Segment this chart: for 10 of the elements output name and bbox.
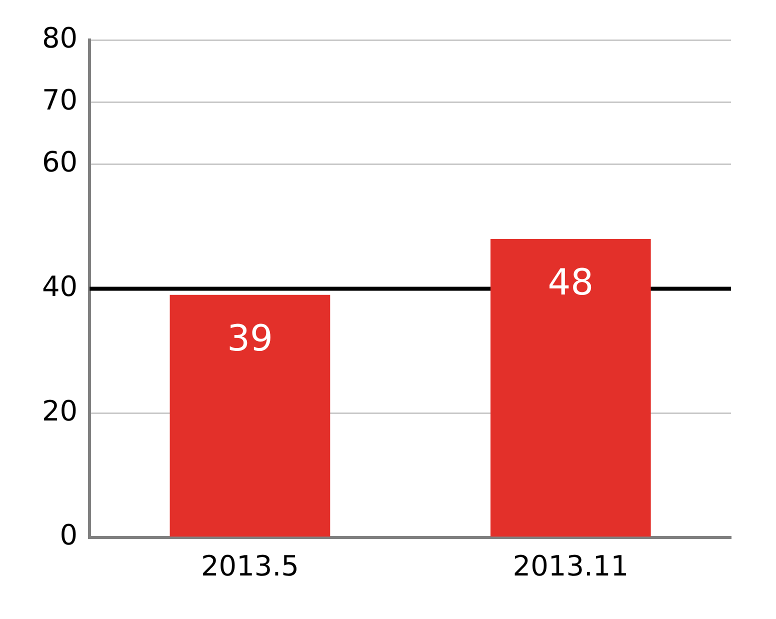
x-tick-label: 2013.5 (200, 549, 299, 582)
y-tick-label: 20 (42, 394, 78, 428)
data-label: 48 (548, 262, 594, 304)
y-tick-label: 80 (42, 21, 78, 54)
y-tick-label: 70 (42, 83, 78, 116)
data-label: 39 (227, 318, 273, 360)
y-tick-label: 0 (60, 518, 78, 552)
y-tick-label: 60 (42, 146, 78, 179)
x-tick-label: 2013.11 (512, 549, 629, 582)
y-tick-label: 40 (42, 270, 78, 303)
